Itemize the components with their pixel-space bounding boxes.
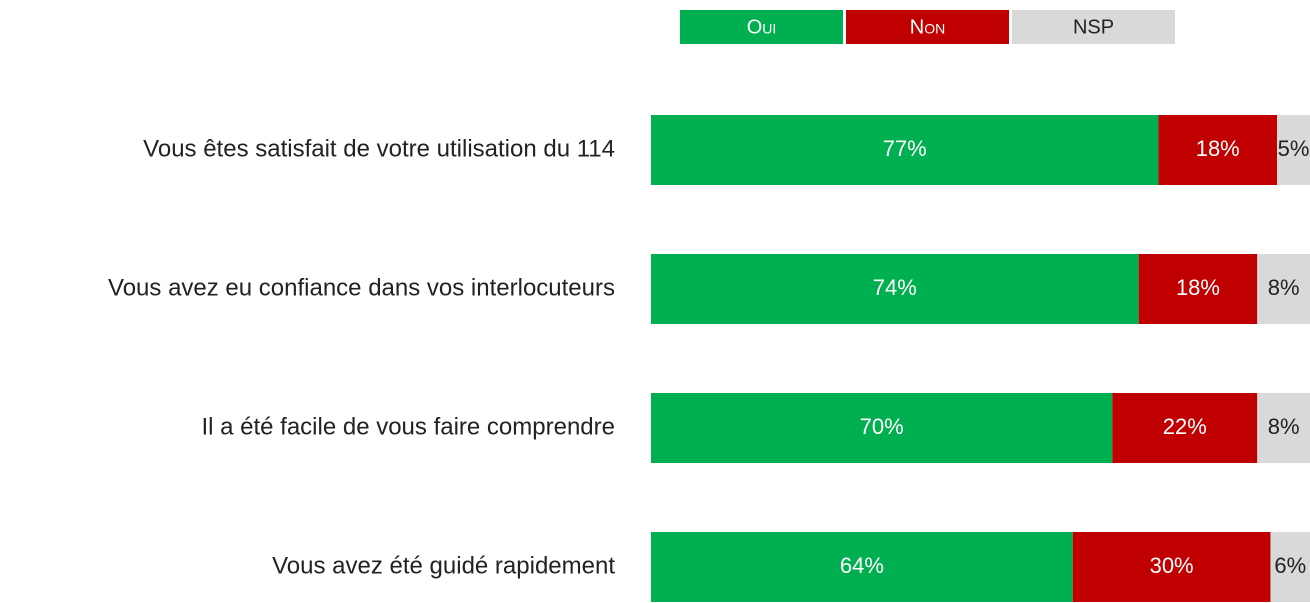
bar-segment xyxy=(651,254,1139,324)
legend-swatch xyxy=(1012,10,1175,44)
data-label: 18% xyxy=(1176,275,1220,300)
bar-segment xyxy=(1257,254,1310,324)
data-label: 8% xyxy=(1268,414,1300,439)
legend-swatch xyxy=(680,10,843,44)
category-label: Vous avez eu confiance dans vos interloc… xyxy=(108,274,615,301)
bar-segment xyxy=(651,532,1073,602)
category-label: Il a été facile de vous faire comprendre xyxy=(201,413,615,440)
data-label: 22% xyxy=(1163,414,1207,439)
data-label: 64% xyxy=(840,553,884,578)
category-label: Vous êtes satisfait de votre utilisation… xyxy=(143,135,615,162)
data-label: 30% xyxy=(1150,553,1194,578)
bar-segment xyxy=(651,115,1159,185)
data-label: 77% xyxy=(883,136,927,161)
data-label: 6% xyxy=(1274,553,1306,578)
legend-label: NSP xyxy=(1073,16,1114,38)
legend-swatch xyxy=(846,10,1009,44)
data-label: 8% xyxy=(1268,275,1300,300)
bar-segment xyxy=(1138,254,1258,324)
bar-segment xyxy=(1158,115,1278,185)
bar-segment xyxy=(651,393,1113,463)
category-label: Vous avez été guidé rapidement xyxy=(272,552,615,579)
data-label: 70% xyxy=(860,414,904,439)
legend-label: Oui xyxy=(747,16,777,38)
bar-segment xyxy=(1257,393,1310,463)
data-label: 74% xyxy=(873,275,917,300)
data-label: 18% xyxy=(1196,136,1240,161)
legend-label: Non xyxy=(910,16,945,38)
bar-segment xyxy=(1270,532,1310,602)
bar-segment xyxy=(1072,532,1271,602)
data-label: 5% xyxy=(1278,136,1310,161)
bar-segment xyxy=(1277,115,1310,185)
bar-segment xyxy=(1112,393,1258,463)
